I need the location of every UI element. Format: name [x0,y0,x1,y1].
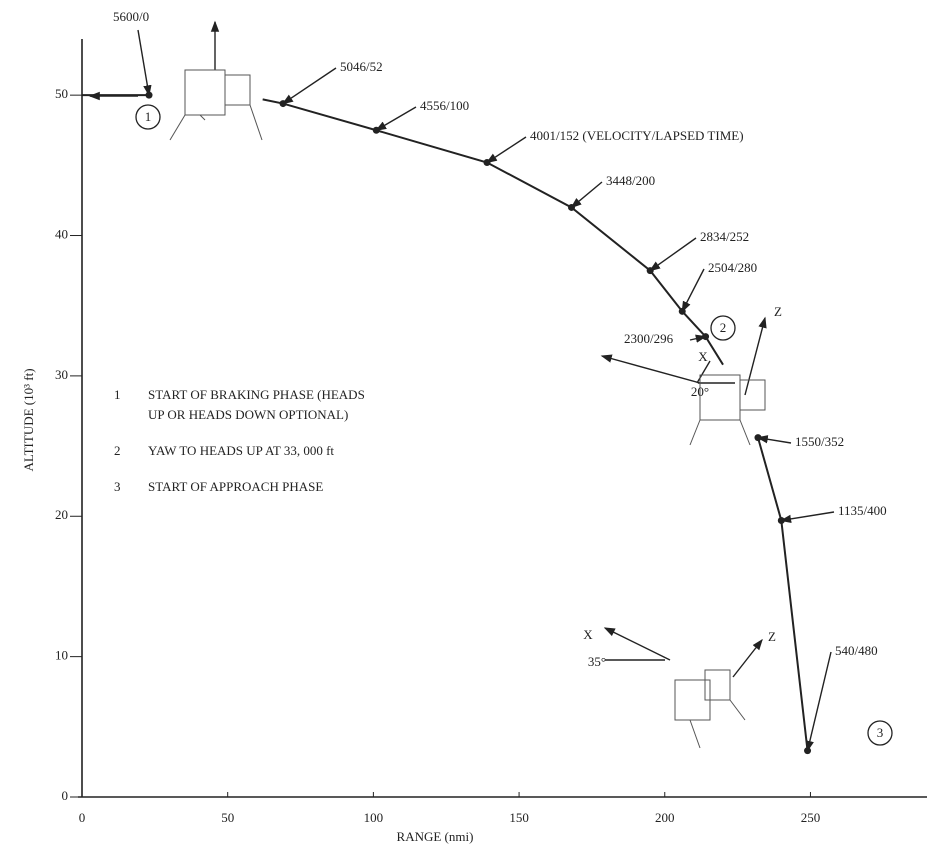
point-label: 5046/52 [340,59,383,74]
point-label: 540/480 [835,643,878,658]
y-tick-label: 0 [62,788,69,803]
point-label: 5600/0 [113,9,149,24]
point-label: 1550/352 [795,434,844,449]
y-tick-label: 20 [55,507,68,522]
leader [808,652,831,751]
x-tick-label: 50 [221,810,234,825]
y-tick-label: 40 [55,227,68,242]
leader [682,269,704,311]
note-text: START OF APPROACH PHASE [148,479,323,494]
frame-label: 20° [691,384,709,399]
leader [650,238,696,271]
data-point [484,159,491,166]
phase-marker-label: 3 [877,725,884,740]
leader [572,182,602,207]
x-tick-label: 200 [655,810,675,825]
point-label: 3448/200 [606,173,655,188]
leader [138,30,149,95]
phase-marker-label: 1 [145,109,152,124]
note-text: YAW TO HEADS UP AT 33, 000 ft [148,443,334,458]
point-label: 1135/400 [838,503,887,518]
y-tick-label: 30 [55,367,68,382]
point-label: 2504/280 [708,260,757,275]
point-label: 4001/152 (VELOCITY/LAPSED TIME) [530,128,744,143]
x-tick-label: 0 [79,810,86,825]
note-number: 2 [114,443,121,458]
data-point [373,127,380,134]
note-number: 3 [114,479,121,494]
y-tick-label: 50 [55,86,68,101]
note-text: UP OR HEADS DOWN OPTIONAL) [148,407,348,422]
leader [283,68,336,104]
data-point [679,308,686,315]
data-point [702,333,709,340]
data-point [146,92,153,99]
point-label: 2300/296 [624,331,674,346]
frame-label: Z [768,629,776,644]
note-number: 1 [114,387,121,402]
point-label: 4556/100 [420,98,469,113]
x-axis-title: RANGE (nmi) [397,829,474,844]
leader [758,438,791,443]
x-tick-label: 100 [364,810,384,825]
frame-arrows [90,22,765,677]
y-axis-title: ALTITUDE (10³ ft) [21,368,36,471]
leader [487,137,526,163]
y-tick-label: 10 [55,648,68,663]
x-tick-label: 250 [801,810,821,825]
frame-label: Z [774,304,782,319]
leader [781,512,834,520]
frame-label: X [698,349,708,364]
note-text: START OF BRAKING PHASE (HEADS [148,387,365,402]
phase-marker-label: 2 [720,320,727,335]
data-point [755,434,762,441]
frame-label: 35° [588,654,606,669]
data-point [568,204,575,211]
chart: RANGE (nmi) ALTITUDE (10³ ft) 0501001502… [0,0,933,853]
frame-label: X [583,627,593,642]
x-tick-label: 150 [509,810,529,825]
point-label: 2834/252 [700,229,749,244]
data-point [778,517,785,524]
data-point [647,267,654,274]
leader [376,107,416,130]
data-point [280,100,287,107]
data-point [804,747,811,754]
